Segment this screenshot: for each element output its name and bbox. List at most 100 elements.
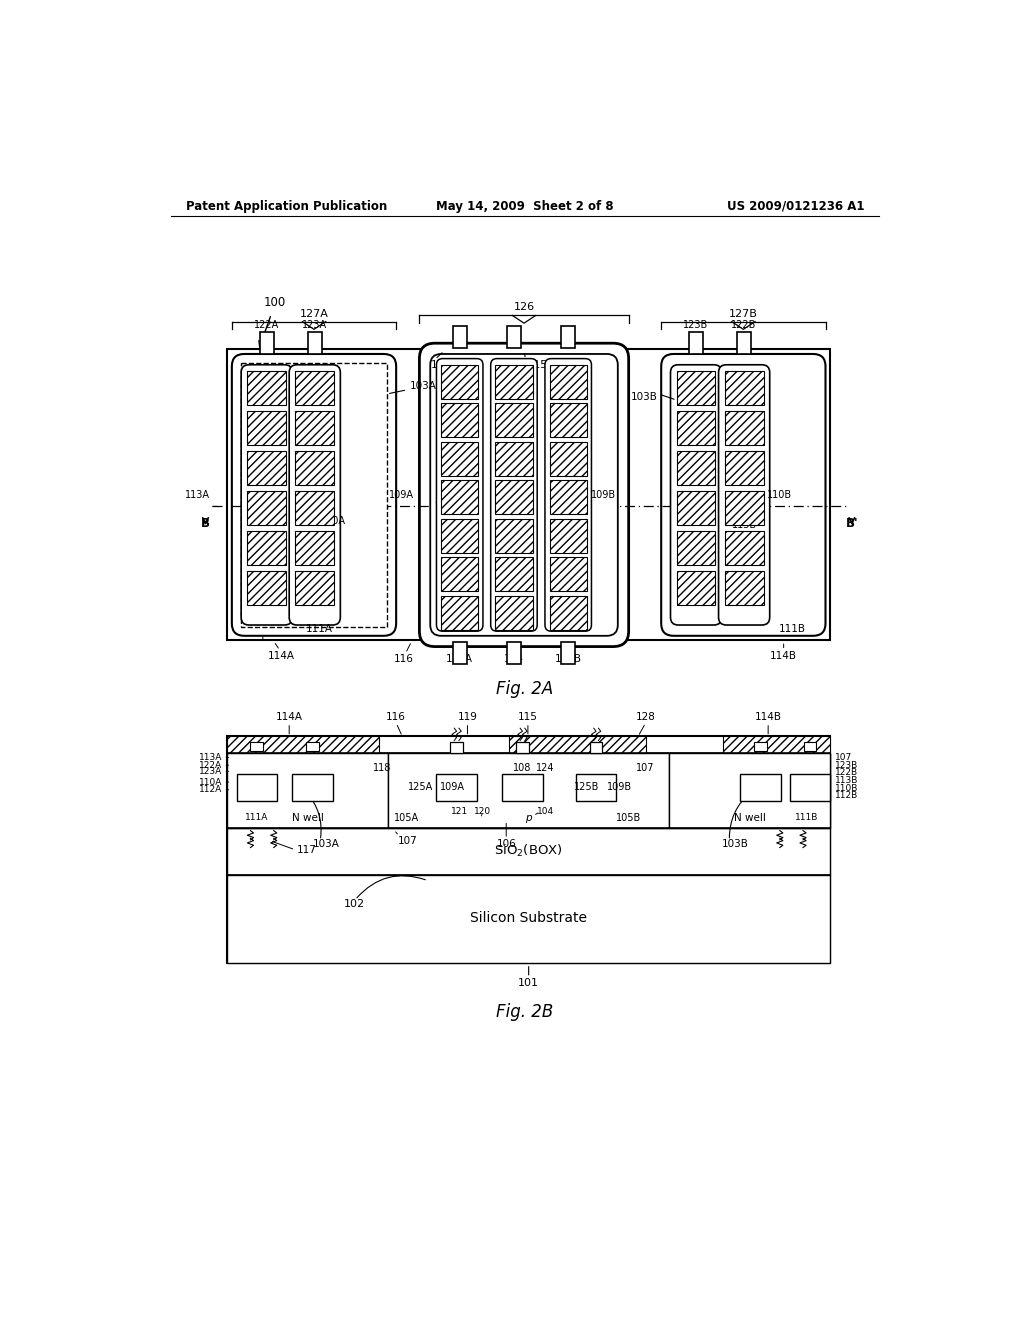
Text: N+: N+	[802, 783, 818, 792]
Bar	[496, 595, 532, 630]
Text: 118: 118	[373, 763, 391, 774]
Bar	[295, 411, 334, 445]
Text: 110B: 110B	[835, 784, 858, 793]
Bar	[677, 572, 716, 605]
Bar	[575, 775, 616, 800]
Text: P+: P+	[449, 783, 464, 792]
Bar	[725, 371, 764, 405]
Text: 105B: 105B	[616, 813, 641, 822]
Text: p: p	[524, 813, 531, 822]
Bar	[248, 491, 286, 525]
Bar	[248, 371, 286, 405]
Text: Fig. 2B: Fig. 2B	[497, 1003, 553, 1022]
Bar	[507, 326, 521, 348]
Text: 100: 100	[263, 296, 286, 309]
Bar	[550, 364, 587, 399]
Bar	[227, 829, 830, 874]
Bar	[790, 775, 830, 800]
Text: 123B: 123B	[683, 321, 709, 330]
Text: P+: P+	[753, 783, 768, 792]
Text: P+: P+	[305, 783, 321, 792]
Text: 126: 126	[513, 302, 535, 313]
Text: 112B: 112B	[692, 516, 718, 525]
Text: 111B: 111B	[796, 813, 818, 822]
Text: 122A: 122A	[200, 760, 222, 770]
Text: 122A: 122A	[254, 321, 280, 330]
Bar	[441, 364, 478, 399]
Bar	[441, 442, 478, 475]
Text: 114B: 114B	[770, 651, 797, 661]
FancyBboxPatch shape	[430, 354, 617, 636]
Text: 110A: 110A	[321, 516, 346, 525]
FancyBboxPatch shape	[719, 364, 770, 626]
Bar	[725, 451, 764, 484]
Bar	[451, 742, 463, 752]
FancyBboxPatch shape	[241, 364, 292, 626]
Text: Fig. 2A: Fig. 2A	[497, 681, 553, 698]
Text: 113B: 113B	[835, 776, 858, 785]
Text: Patent Application Publication: Patent Application Publication	[186, 199, 387, 213]
Bar	[237, 775, 276, 800]
Bar	[292, 775, 333, 800]
Bar	[441, 595, 478, 630]
Text: N well: N well	[733, 813, 766, 822]
Text: 103B: 103B	[631, 392, 657, 403]
Text: 113A: 113A	[185, 490, 210, 500]
Bar	[677, 371, 716, 405]
Bar	[561, 642, 575, 664]
Text: 125B: 125B	[573, 781, 599, 792]
Bar	[441, 480, 478, 513]
Bar	[725, 531, 764, 565]
Bar	[550, 595, 587, 630]
Bar	[295, 531, 334, 565]
Bar	[677, 451, 716, 484]
Bar	[227, 874, 830, 964]
Text: 125A: 125A	[446, 655, 473, 664]
Text: May 14, 2009  Sheet 2 of 8: May 14, 2009 Sheet 2 of 8	[436, 199, 613, 213]
Bar	[227, 752, 830, 829]
Text: US 2009/0121236 A1: US 2009/0121236 A1	[727, 199, 864, 213]
Bar	[509, 737, 646, 752]
Text: 103A: 103A	[312, 840, 339, 849]
Bar	[669, 752, 830, 829]
Bar	[295, 371, 334, 405]
Bar	[453, 642, 467, 664]
Bar	[561, 326, 575, 348]
Text: 119: 119	[458, 711, 477, 722]
Bar	[740, 775, 780, 800]
Bar	[496, 519, 532, 553]
Text: 102: 102	[343, 899, 365, 908]
Bar	[308, 333, 322, 354]
Text: 111A: 111A	[306, 624, 333, 635]
Bar	[503, 775, 543, 800]
Text: 112B: 112B	[835, 792, 858, 800]
Text: 125B: 125B	[555, 655, 582, 664]
Bar	[725, 491, 764, 525]
FancyBboxPatch shape	[671, 364, 722, 626]
Text: 120: 120	[474, 807, 492, 816]
Bar	[260, 333, 273, 354]
Text: N+: N+	[514, 783, 530, 792]
Text: B: B	[201, 517, 210, 531]
Bar	[436, 775, 477, 800]
Text: 125A: 125A	[409, 781, 433, 792]
Text: 112A: 112A	[254, 492, 280, 503]
Bar	[677, 411, 716, 445]
Text: 108: 108	[513, 763, 531, 774]
Text: Silicon Substrate: Silicon Substrate	[470, 911, 587, 925]
Bar	[248, 531, 286, 565]
Bar	[689, 333, 703, 354]
Bar	[248, 572, 286, 605]
Bar	[227, 737, 830, 964]
Bar	[453, 326, 467, 348]
Text: 124: 124	[504, 655, 524, 664]
Text: 106: 106	[431, 360, 451, 370]
Bar	[306, 742, 318, 751]
Text: 114A: 114A	[275, 711, 303, 722]
Text: N well: N well	[292, 813, 324, 822]
Text: 127B: 127B	[729, 309, 758, 318]
Text: 110A: 110A	[200, 777, 222, 787]
Bar	[804, 742, 816, 751]
Text: 116: 116	[394, 655, 414, 664]
Text: 122B: 122B	[731, 321, 757, 330]
